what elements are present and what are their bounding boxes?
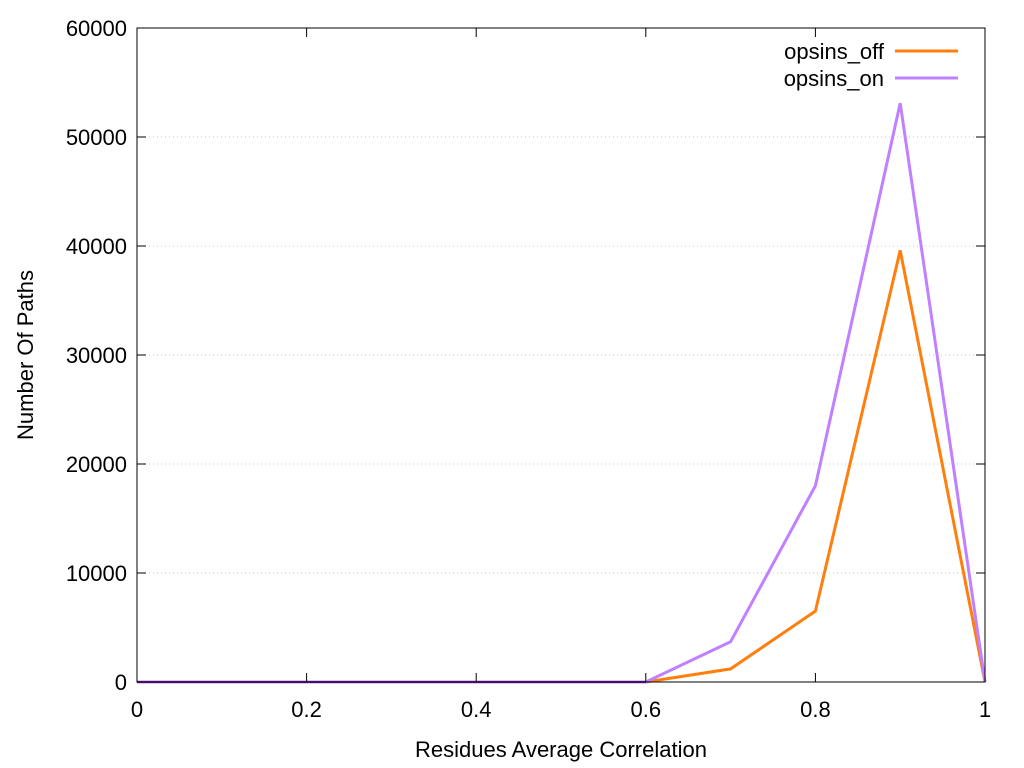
y-tick-label: 40000 bbox=[66, 234, 127, 259]
x-tick-label: 0.8 bbox=[800, 697, 831, 722]
x-tick-label: 0.2 bbox=[291, 697, 322, 722]
series-lines bbox=[137, 102, 987, 684]
y-axis-title: Number Of Paths bbox=[13, 270, 38, 440]
x-axis-title: Residues Average Correlation bbox=[415, 737, 707, 762]
y-tick-label: 10000 bbox=[66, 561, 127, 586]
x-tick-label: 0.6 bbox=[631, 697, 662, 722]
series-line-opsins-on bbox=[137, 102, 987, 684]
x-tick-label: 0.4 bbox=[461, 697, 492, 722]
legend-label: opsins_on bbox=[784, 66, 884, 91]
x-tick-label: 1 bbox=[979, 697, 991, 722]
y-tick-label: 50000 bbox=[66, 125, 127, 150]
y-tick-label: 60000 bbox=[66, 16, 127, 41]
y-tick-label: 0 bbox=[115, 670, 127, 695]
legend-label: opsins_off bbox=[784, 39, 885, 64]
x-tick-label: 0 bbox=[131, 697, 143, 722]
axis-ticks: 0 10000 20000 30000 40000 50000 60000 0 0.2 0.4 0.… bbox=[66, 16, 991, 722]
y-tick-label: 30000 bbox=[66, 343, 127, 368]
grid-lines bbox=[137, 136, 985, 574]
y-tick-label: 20000 bbox=[66, 452, 127, 477]
series-line-opsins-off bbox=[137, 250, 987, 684]
